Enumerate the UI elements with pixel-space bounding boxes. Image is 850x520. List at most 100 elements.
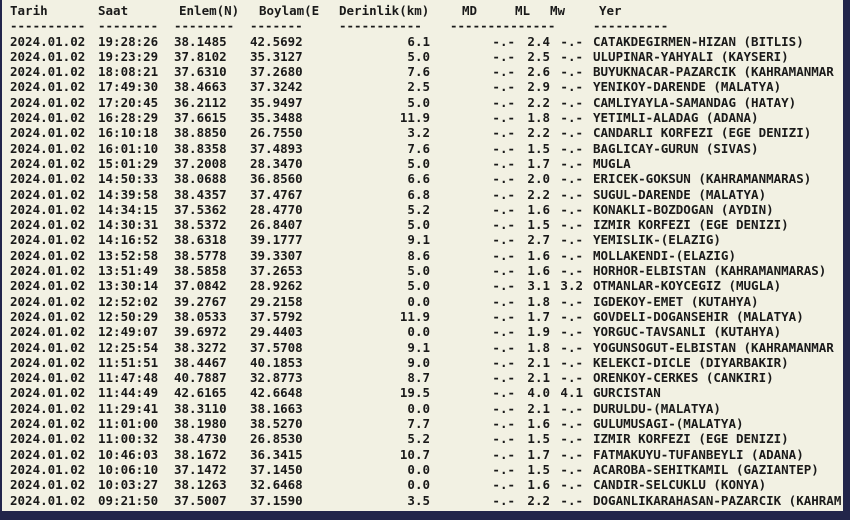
cell-mw: -.- <box>560 431 583 447</box>
cell-md: -.- <box>492 370 515 386</box>
cell-depth: 9.0 <box>407 354 430 370</box>
cell-location: KELEKCI-DICLE (DIYARBAKIR) <box>593 354 789 370</box>
cell-time: 14:16:52 <box>98 232 159 248</box>
cell-ml: 2.9 <box>527 79 550 95</box>
cell-mw: -.- <box>560 155 583 171</box>
cell-mw: -.- <box>560 64 583 80</box>
cell-longitude: 29.4403 <box>250 324 303 340</box>
table-row: 2024.01.02 13:52:58 38.5778 39.3307 8.6 … <box>10 248 843 263</box>
cell-md: -.- <box>492 400 515 416</box>
cell-mw: -.- <box>560 308 583 324</box>
table-header: Tarih Saat Enlem(N) Boylam(E) Derinlik(k… <box>10 3 843 18</box>
cell-mw: -.- <box>560 354 583 370</box>
cell-md: -.- <box>492 140 515 156</box>
cell-time: 12:52:02 <box>98 293 159 309</box>
cell-date: 2024.01.02 <box>10 48 86 64</box>
cell-longitude: 37.1590 <box>250 492 303 508</box>
cell-location: CANDARLI KORFEZI (EGE DENIZI) <box>593 125 812 141</box>
cell-ml: 1.7 <box>527 155 550 171</box>
cell-mw: -.- <box>560 293 583 309</box>
cell-ml: 1.8 <box>527 339 550 355</box>
cell-ml: 2.0 <box>527 171 550 187</box>
cell-md: -.- <box>492 416 515 432</box>
cell-ml: 2.2 <box>527 94 550 110</box>
cell-md: -.- <box>492 247 515 263</box>
cell-md: -.- <box>492 477 515 493</box>
cell-latitude: 42.6165 <box>174 385 227 401</box>
cell-latitude: 39.2767 <box>174 293 227 309</box>
cell-mw: -.- <box>560 48 583 64</box>
cell-time: 13:51:49 <box>98 263 159 279</box>
cell-latitude: 37.8102 <box>174 48 227 64</box>
cell-time: 12:25:54 <box>98 339 159 355</box>
cell-time: 14:30:31 <box>98 217 159 233</box>
col-header-depth: Derinlik(km) <box>339 3 430 18</box>
cell-time: 14:34:15 <box>98 201 159 217</box>
cell-latitude: 38.4467 <box>174 354 227 370</box>
col-header-ml: ML <box>515 3 531 18</box>
cell-md: -.- <box>492 263 515 279</box>
cell-time: 11:44:49 <box>98 385 159 401</box>
cell-latitude: 38.0688 <box>174 171 227 187</box>
cell-ml: 2.6 <box>527 64 550 80</box>
cell-depth: 0.0 <box>407 400 430 416</box>
cell-depth: 8.7 <box>407 370 430 386</box>
cell-time: 14:39:58 <box>98 186 159 202</box>
underline-location: ---------- <box>593 18 669 34</box>
underline-depth: ----------- <box>339 18 422 34</box>
cell-longitude: 37.1450 <box>250 461 303 477</box>
cell-date: 2024.01.02 <box>10 324 86 340</box>
cell-location: GULUMUSAGI-(MALATYA) <box>593 416 744 432</box>
cell-ml: 1.6 <box>527 247 550 263</box>
cell-longitude: 29.2158 <box>250 293 303 309</box>
table-header-underline: ---------- -------- -------- ------- ---… <box>10 18 843 33</box>
cell-ml: 2.1 <box>527 370 550 386</box>
cell-ml: 1.5 <box>527 217 550 233</box>
underline-date: ---------- <box>10 18 86 34</box>
cell-md: -.- <box>492 308 515 324</box>
cell-time: 17:49:30 <box>98 79 159 95</box>
cell-md: -.- <box>492 171 515 187</box>
cell-latitude: 37.5007 <box>174 492 227 508</box>
cell-date: 2024.01.02 <box>10 155 86 171</box>
cell-longitude: 38.1663 <box>250 400 303 416</box>
col-header-date: Tarih <box>10 3 48 18</box>
cell-time: 19:28:26 <box>98 33 159 49</box>
cell-md: -.- <box>492 385 515 401</box>
cell-ml: 1.5 <box>527 461 550 477</box>
cell-ml: 1.5 <box>527 140 550 156</box>
cell-depth: 8.6 <box>407 247 430 263</box>
table-row: 2024.01.02 12:50:29 38.0533 37.5792 11.9… <box>10 309 843 324</box>
cell-date: 2024.01.02 <box>10 477 86 493</box>
cell-ml: 3.1 <box>527 278 550 294</box>
cell-md: -.- <box>492 186 515 202</box>
cell-depth: 3.5 <box>407 492 430 508</box>
cell-latitude: 38.4730 <box>174 431 227 447</box>
cell-longitude: 42.6648 <box>250 385 303 401</box>
table-row: 2024.01.02 16:28:29 37.6615 35.3488 11.9… <box>10 110 843 125</box>
cell-latitude: 40.7887 <box>174 370 227 386</box>
cell-location: YOGUNSOGUT-ELBISTAN (KAHRAMANMAR <box>593 339 834 355</box>
table-row: 2024.01.02 17:49:30 38.4663 37.3242 2.5 … <box>10 79 843 94</box>
table-row: 2024.01.02 15:01:29 37.2008 28.3470 5.0 … <box>10 156 843 171</box>
cell-md: -.- <box>492 33 515 49</box>
cell-date: 2024.01.02 <box>10 232 86 248</box>
cell-md: -.- <box>492 232 515 248</box>
cell-date: 2024.01.02 <box>10 94 86 110</box>
cell-date: 2024.01.02 <box>10 385 86 401</box>
table-row: 2024.01.02 11:00:32 38.4730 26.8530 5.2 … <box>10 431 843 446</box>
table-row: 2024.01.02 19:28:26 38.1485 42.5692 6.1 … <box>10 34 843 49</box>
cell-location: YORGUC-TAVSANLI (KUTAHYA) <box>593 324 782 340</box>
cell-depth: 5.0 <box>407 217 430 233</box>
cell-mw: -.- <box>560 339 583 355</box>
cell-location: ERICEK-GOKSUN (KAHRAMANMARAS) <box>593 171 812 187</box>
cell-mw: -.- <box>560 94 583 110</box>
cell-location: OTMANLAR-KOYCEGIZ (MUGLA) <box>593 278 782 294</box>
cell-md: -.- <box>492 64 515 80</box>
cell-md: -.- <box>492 354 515 370</box>
cell-location: YENIKOY-DARENDE (MALATYA) <box>593 79 782 95</box>
cell-date: 2024.01.02 <box>10 293 86 309</box>
cell-longitude: 42.5692 <box>250 33 303 49</box>
cell-longitude: 28.4770 <box>250 201 303 217</box>
cell-location: BUYUKNACAR-PAZARCIK (KAHRAMANMAR <box>593 64 834 80</box>
